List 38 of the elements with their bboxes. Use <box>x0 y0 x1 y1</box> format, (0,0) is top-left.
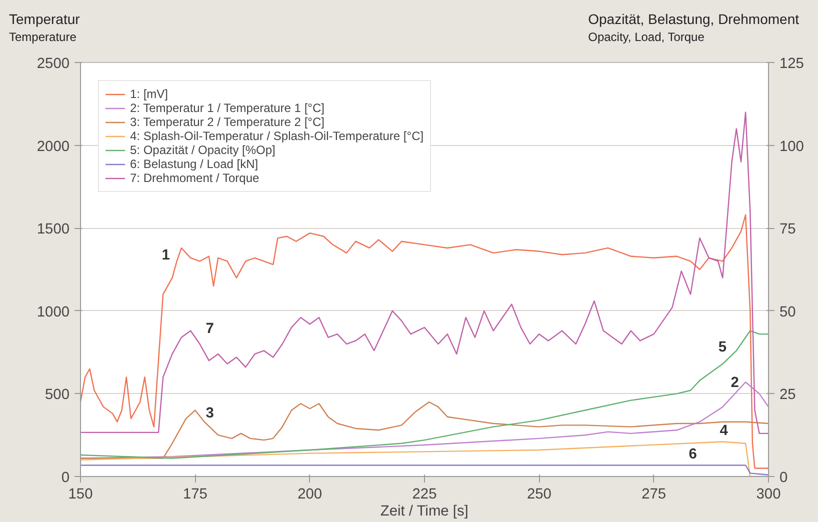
x-tick-label: 300 <box>756 486 781 502</box>
y-tick-label: 2000 <box>36 138 70 155</box>
x-tick-label: 250 <box>526 486 552 502</box>
line-series <box>80 214 768 469</box>
y2-tick-label: 75 <box>780 222 796 238</box>
legend-label: 2: Temperatur 1 / Temperature 1 [°C] <box>130 101 324 115</box>
x-axis-title: Zeit / Time [s] <box>380 504 468 520</box>
y2-tick-label: 0 <box>780 470 788 486</box>
y2-tick-label: 125 <box>780 56 804 72</box>
x-tick-label: 150 <box>68 486 93 502</box>
y-tick-label: 2500 <box>36 56 70 72</box>
y-tick-label: 1000 <box>36 304 70 320</box>
y2-tick-label: 100 <box>780 138 804 155</box>
legend-label: 1: [mV] <box>130 87 168 101</box>
annotation: 6 <box>688 446 697 462</box>
annotation: 7 <box>206 320 214 337</box>
y-tick-label: 500 <box>45 387 70 404</box>
x-tick-label: 175 <box>182 486 208 502</box>
y-tick-label: 1500 <box>36 222 70 238</box>
y2-tick-label: 50 <box>780 304 796 320</box>
legend-label: 5: Opazität / Opacity [%Op] <box>130 143 276 157</box>
x-tick-label: 275 <box>642 486 666 502</box>
y-tick-label: 0 <box>61 470 70 486</box>
legend-label: 4: Splash-Oil-Temperatur / Splash-Oil-Temperature [°C] <box>130 129 424 143</box>
annotation: 4 <box>720 422 729 439</box>
legend-label: 6: Belastung / Load [kN] <box>130 157 258 171</box>
y2-tick-label: 25 <box>780 387 796 404</box>
legend-label: 3: Temperatur 2 / Temperature 2 [°C] <box>130 115 324 129</box>
x-tick-label: 225 <box>412 486 437 502</box>
annotation: 1 <box>162 247 170 264</box>
line-series <box>80 401 768 459</box>
y-axis-title: Temperatur Temperature <box>9 11 80 44</box>
annotation: 3 <box>206 405 214 422</box>
annotation: 5 <box>718 340 726 356</box>
y2-axis-title: Opazität, Belastung, Drehmoment Opacity, Load, Torque <box>588 11 799 44</box>
annotation: 2 <box>730 374 739 391</box>
x-tick-label: 200 <box>298 486 322 502</box>
legend-label: 7: Drehmoment / Torque <box>130 171 260 185</box>
